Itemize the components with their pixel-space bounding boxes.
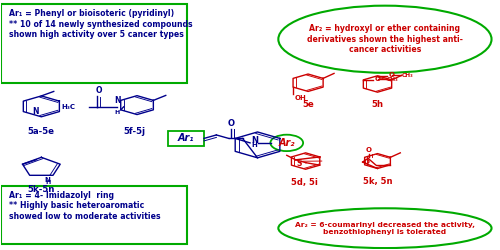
Text: O: O	[366, 147, 372, 153]
Text: 5e: 5e	[302, 100, 314, 109]
Text: H: H	[46, 180, 51, 185]
Text: H: H	[252, 142, 258, 148]
FancyBboxPatch shape	[168, 131, 204, 146]
Ellipse shape	[278, 208, 492, 248]
Text: S: S	[296, 159, 302, 168]
Text: N: N	[114, 96, 120, 105]
Text: 5f-5j: 5f-5j	[124, 127, 146, 136]
Text: O: O	[388, 72, 394, 78]
Text: N: N	[252, 136, 258, 145]
Text: Ar₁ = 4- Imidazolyl  ring
** Highly basic heteroaromatic
showed low to moderate : Ar₁ = 4- Imidazolyl ring ** Highly basic…	[9, 191, 160, 221]
Text: O: O	[96, 86, 102, 95]
Text: H₃C: H₃C	[61, 104, 75, 110]
FancyBboxPatch shape	[0, 4, 186, 83]
Text: H: H	[114, 110, 120, 115]
Text: Ar₁: Ar₁	[178, 134, 194, 143]
Text: CH₃: CH₃	[402, 72, 413, 78]
Text: O: O	[227, 119, 234, 128]
Text: O: O	[374, 76, 380, 82]
Text: 5a-5e: 5a-5e	[28, 127, 55, 136]
Text: Ar₂ = hydroxyl or ether containing
derivatives shown the highest anti-
cancer ac: Ar₂ = hydroxyl or ether containing deriv…	[307, 24, 463, 54]
Text: N: N	[44, 176, 51, 182]
Text: 5k-5n: 5k-5n	[28, 185, 55, 194]
Text: Ar₂: Ar₂	[278, 138, 295, 148]
Text: 5d, 5i: 5d, 5i	[290, 178, 318, 186]
Ellipse shape	[278, 6, 492, 73]
Text: 5h: 5h	[372, 100, 384, 109]
FancyBboxPatch shape	[0, 186, 186, 244]
Text: CH₃: CH₃	[387, 77, 399, 82]
Text: N: N	[32, 106, 39, 116]
Text: Ar₂ = 6-coumarinyl decreased the activity,
benzothiophenyl is tolerated: Ar₂ = 6-coumarinyl decreased the activit…	[295, 222, 475, 235]
Text: O: O	[364, 158, 370, 164]
Text: Ar₁ = Phenyl or bioisoteric (pyridinyl)
** 10 of 14 newly synthesized compounds
: Ar₁ = Phenyl or bioisoteric (pyridinyl) …	[9, 10, 192, 39]
Text: 5k, 5n: 5k, 5n	[363, 177, 392, 186]
Circle shape	[270, 135, 303, 151]
Text: OH: OH	[294, 95, 306, 101]
